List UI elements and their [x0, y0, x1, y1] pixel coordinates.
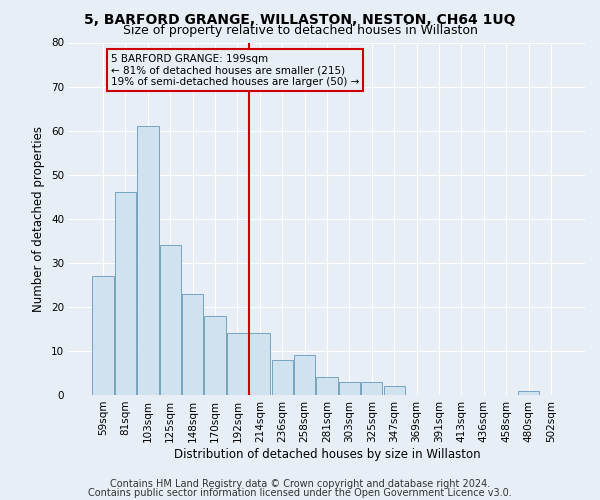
- Bar: [383, 386, 405, 395]
- Y-axis label: Number of detached properties: Number of detached properties: [32, 126, 46, 312]
- Text: 5 BARFORD GRANGE: 199sqm
← 81% of detached houses are smaller (215)
19% of semi-: 5 BARFORD GRANGE: 199sqm ← 81% of detach…: [111, 54, 359, 86]
- Bar: [137, 126, 158, 395]
- Bar: [518, 390, 539, 395]
- Bar: [249, 334, 271, 395]
- Bar: [160, 245, 181, 395]
- Bar: [316, 378, 338, 395]
- Bar: [361, 382, 382, 395]
- Text: Size of property relative to detached houses in Willaston: Size of property relative to detached ho…: [122, 24, 478, 37]
- Bar: [92, 276, 114, 395]
- Text: Contains public sector information licensed under the Open Government Licence v3: Contains public sector information licen…: [88, 488, 512, 498]
- Bar: [294, 356, 315, 395]
- Text: 5, BARFORD GRANGE, WILLASTON, NESTON, CH64 1UQ: 5, BARFORD GRANGE, WILLASTON, NESTON, CH…: [84, 12, 516, 26]
- Bar: [115, 192, 136, 395]
- Bar: [272, 360, 293, 395]
- Bar: [205, 316, 226, 395]
- Bar: [339, 382, 360, 395]
- Bar: [227, 334, 248, 395]
- Text: Contains HM Land Registry data © Crown copyright and database right 2024.: Contains HM Land Registry data © Crown c…: [110, 479, 490, 489]
- Bar: [182, 294, 203, 395]
- X-axis label: Distribution of detached houses by size in Willaston: Distribution of detached houses by size …: [173, 448, 481, 460]
